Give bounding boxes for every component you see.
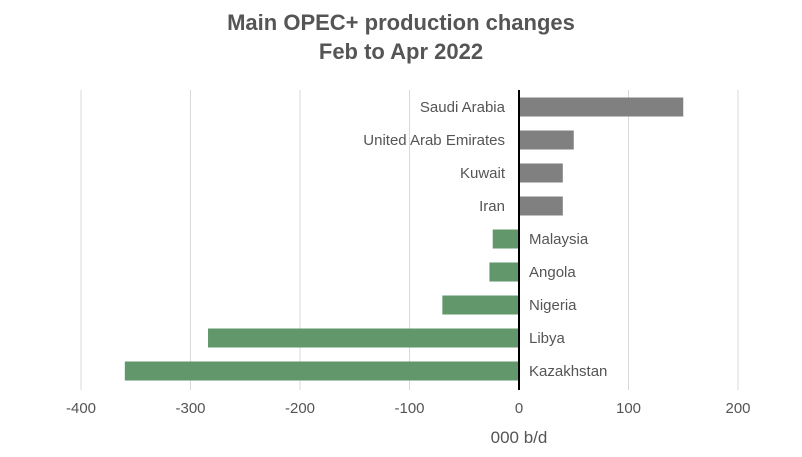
category-label: Angola (529, 264, 576, 281)
category-label: Kazakhstan (529, 363, 607, 380)
category-label: Kuwait (460, 165, 506, 182)
bar (519, 163, 563, 183)
chart-subtitle: Feb to Apr 2022 (318, 39, 484, 64)
bar (442, 295, 519, 315)
x-tick-label: 0 (515, 400, 523, 417)
category-label: Nigeria (529, 297, 577, 314)
chart-title-block: Main OPEC+ production changes Feb to Apr… (0, 8, 802, 66)
bar (208, 328, 519, 348)
x-tick-label: -300 (175, 400, 205, 417)
bars (124, 97, 684, 381)
bar (519, 130, 574, 150)
x-tick-label: -100 (394, 400, 424, 417)
x-tick-label: 200 (725, 400, 750, 417)
x-tick-labels: -400 -300 -200 -100 0 100 200 (66, 400, 751, 417)
bar (519, 97, 684, 117)
bar (124, 361, 520, 381)
bar (519, 196, 563, 216)
category-label: Libya (529, 330, 566, 347)
category-label: Saudi Arabia (420, 99, 506, 116)
chart-title: Main OPEC+ production changes (227, 10, 575, 35)
x-tick-label: 100 (616, 400, 641, 417)
category-label: Iran (479, 198, 505, 215)
category-label: United Arab Emirates (363, 132, 505, 149)
x-tick-label: -400 (66, 400, 96, 417)
x-tick-label: -200 (285, 400, 315, 417)
category-label: Malaysia (529, 231, 589, 248)
bar (492, 229, 519, 249)
x-axis-label: 000 b/d (491, 428, 548, 447)
category-labels: Saudi Arabia United Arab Emirates Kuwait Ir… (363, 99, 607, 380)
bar (489, 262, 519, 282)
